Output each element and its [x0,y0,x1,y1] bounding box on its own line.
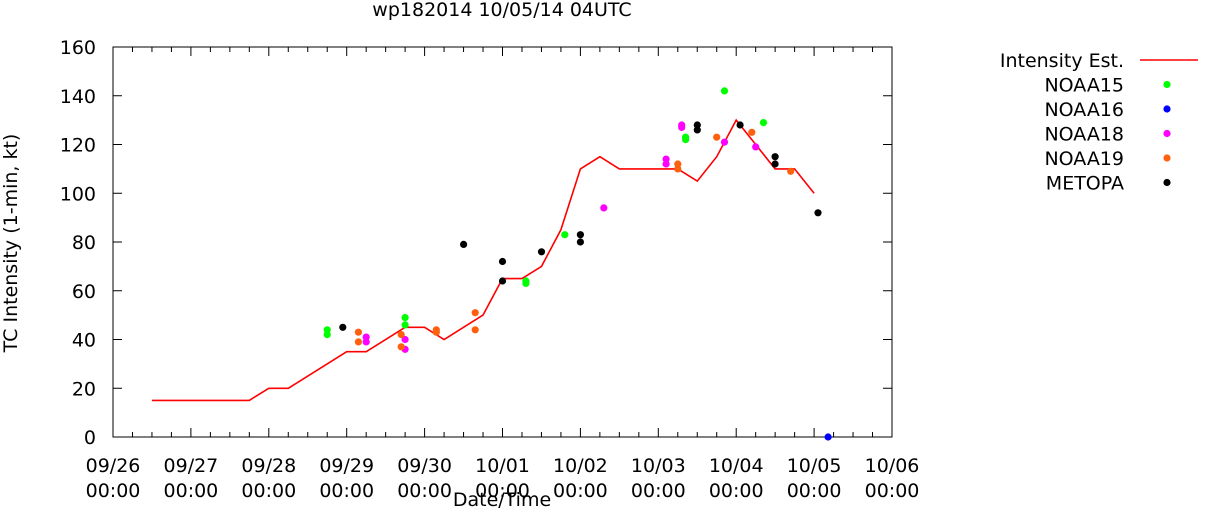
noaa18-point [401,335,409,344]
noaa18-point [662,160,670,168]
metopa-point [498,257,507,266]
y-tick-label: 60 [72,281,96,303]
x-tick-label-date: 10/03 [631,455,686,477]
metopa-point [537,248,546,256]
noaa18-point [752,143,760,151]
x-axis-label: Date/Time [453,489,551,509]
y-tick-label: 40 [72,330,96,352]
x-tick-label-date: 09/29 [319,455,374,477]
noaa19-point [674,165,682,173]
noaa15-point [759,119,768,127]
y-tick-label: 0 [84,427,96,449]
x-tick-label-date: 09/28 [241,455,296,477]
x-tick-label-date: 10/06 [865,455,920,477]
x-tick-label-time: 00:00 [241,480,296,502]
x-tick-label-time: 00:00 [164,480,219,502]
x-tick-label-time: 00:00 [787,480,842,502]
x-tick-label-date: 10/01 [475,455,530,477]
legend-label-noaa15: NOAA15 [1044,75,1124,97]
y-tick-label: 120 [60,135,96,157]
legend-swatch-noaa18 [1163,129,1171,138]
metopa-point [576,238,585,246]
legend-swatch-metopa [1163,178,1171,187]
noaa16-point [824,433,832,441]
noaa19-point [471,326,479,334]
y-axis-label: TC Intensity (1-min, kt) [0,134,22,354]
noaa18-point [600,204,608,212]
plot-frame [112,46,893,438]
noaa15-point [323,331,331,339]
x-tick-label-time: 00:00 [86,480,141,502]
x-tick-label-date: 09/30 [397,455,452,477]
legend-swatch-noaa15 [1163,80,1171,89]
metopa-point [460,240,468,248]
noaa15-point [401,314,409,322]
metopa-point [498,277,507,285]
metopa-point [814,209,822,217]
noaa19-point [787,167,795,175]
y-tick-label: 140 [60,86,96,108]
legend-swatch-noaa19 [1163,154,1171,162]
y-tick-label: 100 [60,183,96,205]
noaa15-point [561,231,569,239]
legend-label-noaa19: NOAA19 [1044,148,1124,170]
metopa-point [771,153,779,161]
legend-swatch-noaa16 [1163,105,1171,113]
legend-label-noaa18: NOAA18 [1044,124,1124,146]
noaa19-point [713,133,721,141]
noaa19-point [748,128,756,136]
chart-title: wp182014 10/05/14 04UTC [372,0,631,21]
noaa19-point [354,338,362,346]
x-tick-label-time: 00:00 [475,480,530,502]
metopa-point [576,231,585,239]
x-tick-label-time: 00:00 [631,480,686,502]
x-tick-label-date: 10/04 [709,455,764,477]
noaa19-point [397,331,405,339]
noaa19-point [471,309,479,317]
metopa-point [693,126,701,134]
noaa18-point [720,138,729,146]
x-tick-label-date: 09/26 [86,455,141,477]
intensity-est-line [151,118,815,402]
metopa-point [736,121,744,129]
noaa15-point [720,87,729,95]
x-tick-label-time: 00:00 [397,480,452,502]
y-tick-label: 20 [72,378,96,400]
y-tick-label: 80 [72,232,96,254]
x-tick-label-date: 10/05 [787,455,842,477]
noaa15-point [401,321,409,329]
x-tick-label-time: 00:00 [319,480,374,502]
noaa19-point [354,328,362,336]
plot-area: 0 20 40 60 80 100 120 140 160 09/26 00:00 09/27 00:0… [60,37,920,502]
x-tick-label-time: 00:00 [865,480,920,502]
noaa19-point [432,328,440,336]
x-tick-label-time: 00:00 [553,480,608,502]
metopa-point [771,160,779,168]
noaa19-point [397,343,405,351]
x-tick-label-time: 00:00 [709,480,764,502]
noaa18-point [678,123,686,131]
noaa15-point [522,279,530,287]
legend-label-noaa16: NOAA16 [1044,99,1124,121]
legend-label-metopa: METOPA [1046,173,1124,195]
x-tick-label-date: 09/27 [164,455,219,477]
noaa15-point [682,136,690,144]
noaa18-point [362,338,370,346]
x-tick-label-date: 10/02 [553,455,608,477]
y-tick-label: 160 [60,37,96,59]
metopa-point [339,323,347,331]
legend-label-intensity-est: Intensity Est. [1000,50,1124,72]
